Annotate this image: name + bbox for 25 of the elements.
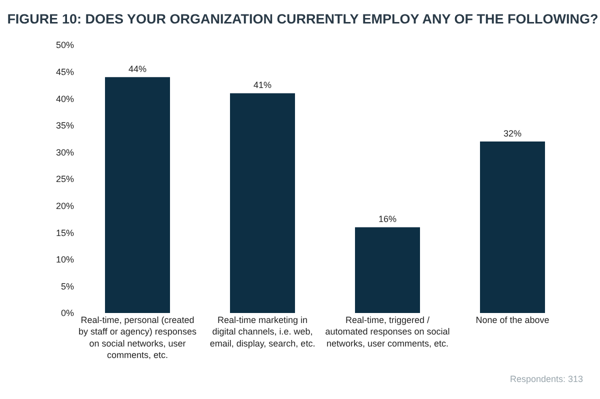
y-tick-label: 30% bbox=[56, 147, 74, 158]
bar bbox=[480, 141, 545, 313]
y-tick-label: 25% bbox=[56, 174, 74, 184]
data-label: 41% bbox=[253, 80, 272, 90]
x-tick-label: None of the above bbox=[476, 315, 550, 325]
y-tick-label: 45% bbox=[56, 66, 74, 77]
y-tick-label: 35% bbox=[56, 120, 74, 131]
y-tick-label: 0% bbox=[60, 308, 74, 318]
y-tick-label: 5% bbox=[60, 281, 74, 292]
y-tick-label: 20% bbox=[56, 200, 74, 211]
x-tick-label: Real-time, triggered / automated responses on social networks, user comments, etc. bbox=[325, 315, 450, 348]
y-tick-label: 50% bbox=[56, 40, 74, 50]
data-label: 32% bbox=[503, 128, 522, 138]
data-label: 44% bbox=[128, 64, 147, 74]
text: Respondents: 313 bbox=[510, 374, 584, 384]
chart-title: FIGURE 10: DOES YOUR ORGANIZATION CURRENTLY EMPLOY ANY OF THE FOLLOWING? bbox=[7, 11, 598, 26]
data-label: 16% bbox=[378, 214, 397, 224]
bar bbox=[105, 77, 170, 313]
bar bbox=[355, 227, 420, 313]
y-tick-label: 15% bbox=[56, 228, 74, 238]
bar bbox=[230, 93, 295, 313]
y-tick-label: 40% bbox=[56, 94, 74, 104]
y-tick-label: 10% bbox=[56, 254, 74, 265]
x-tick-label: Real-time, personal (created by staff or agency) responses on social networks, user comments, etc. bbox=[78, 315, 197, 360]
x-tick-label: Real-time marketing in digital channels, i.e. web, email, display, search, etc. bbox=[210, 315, 316, 348]
